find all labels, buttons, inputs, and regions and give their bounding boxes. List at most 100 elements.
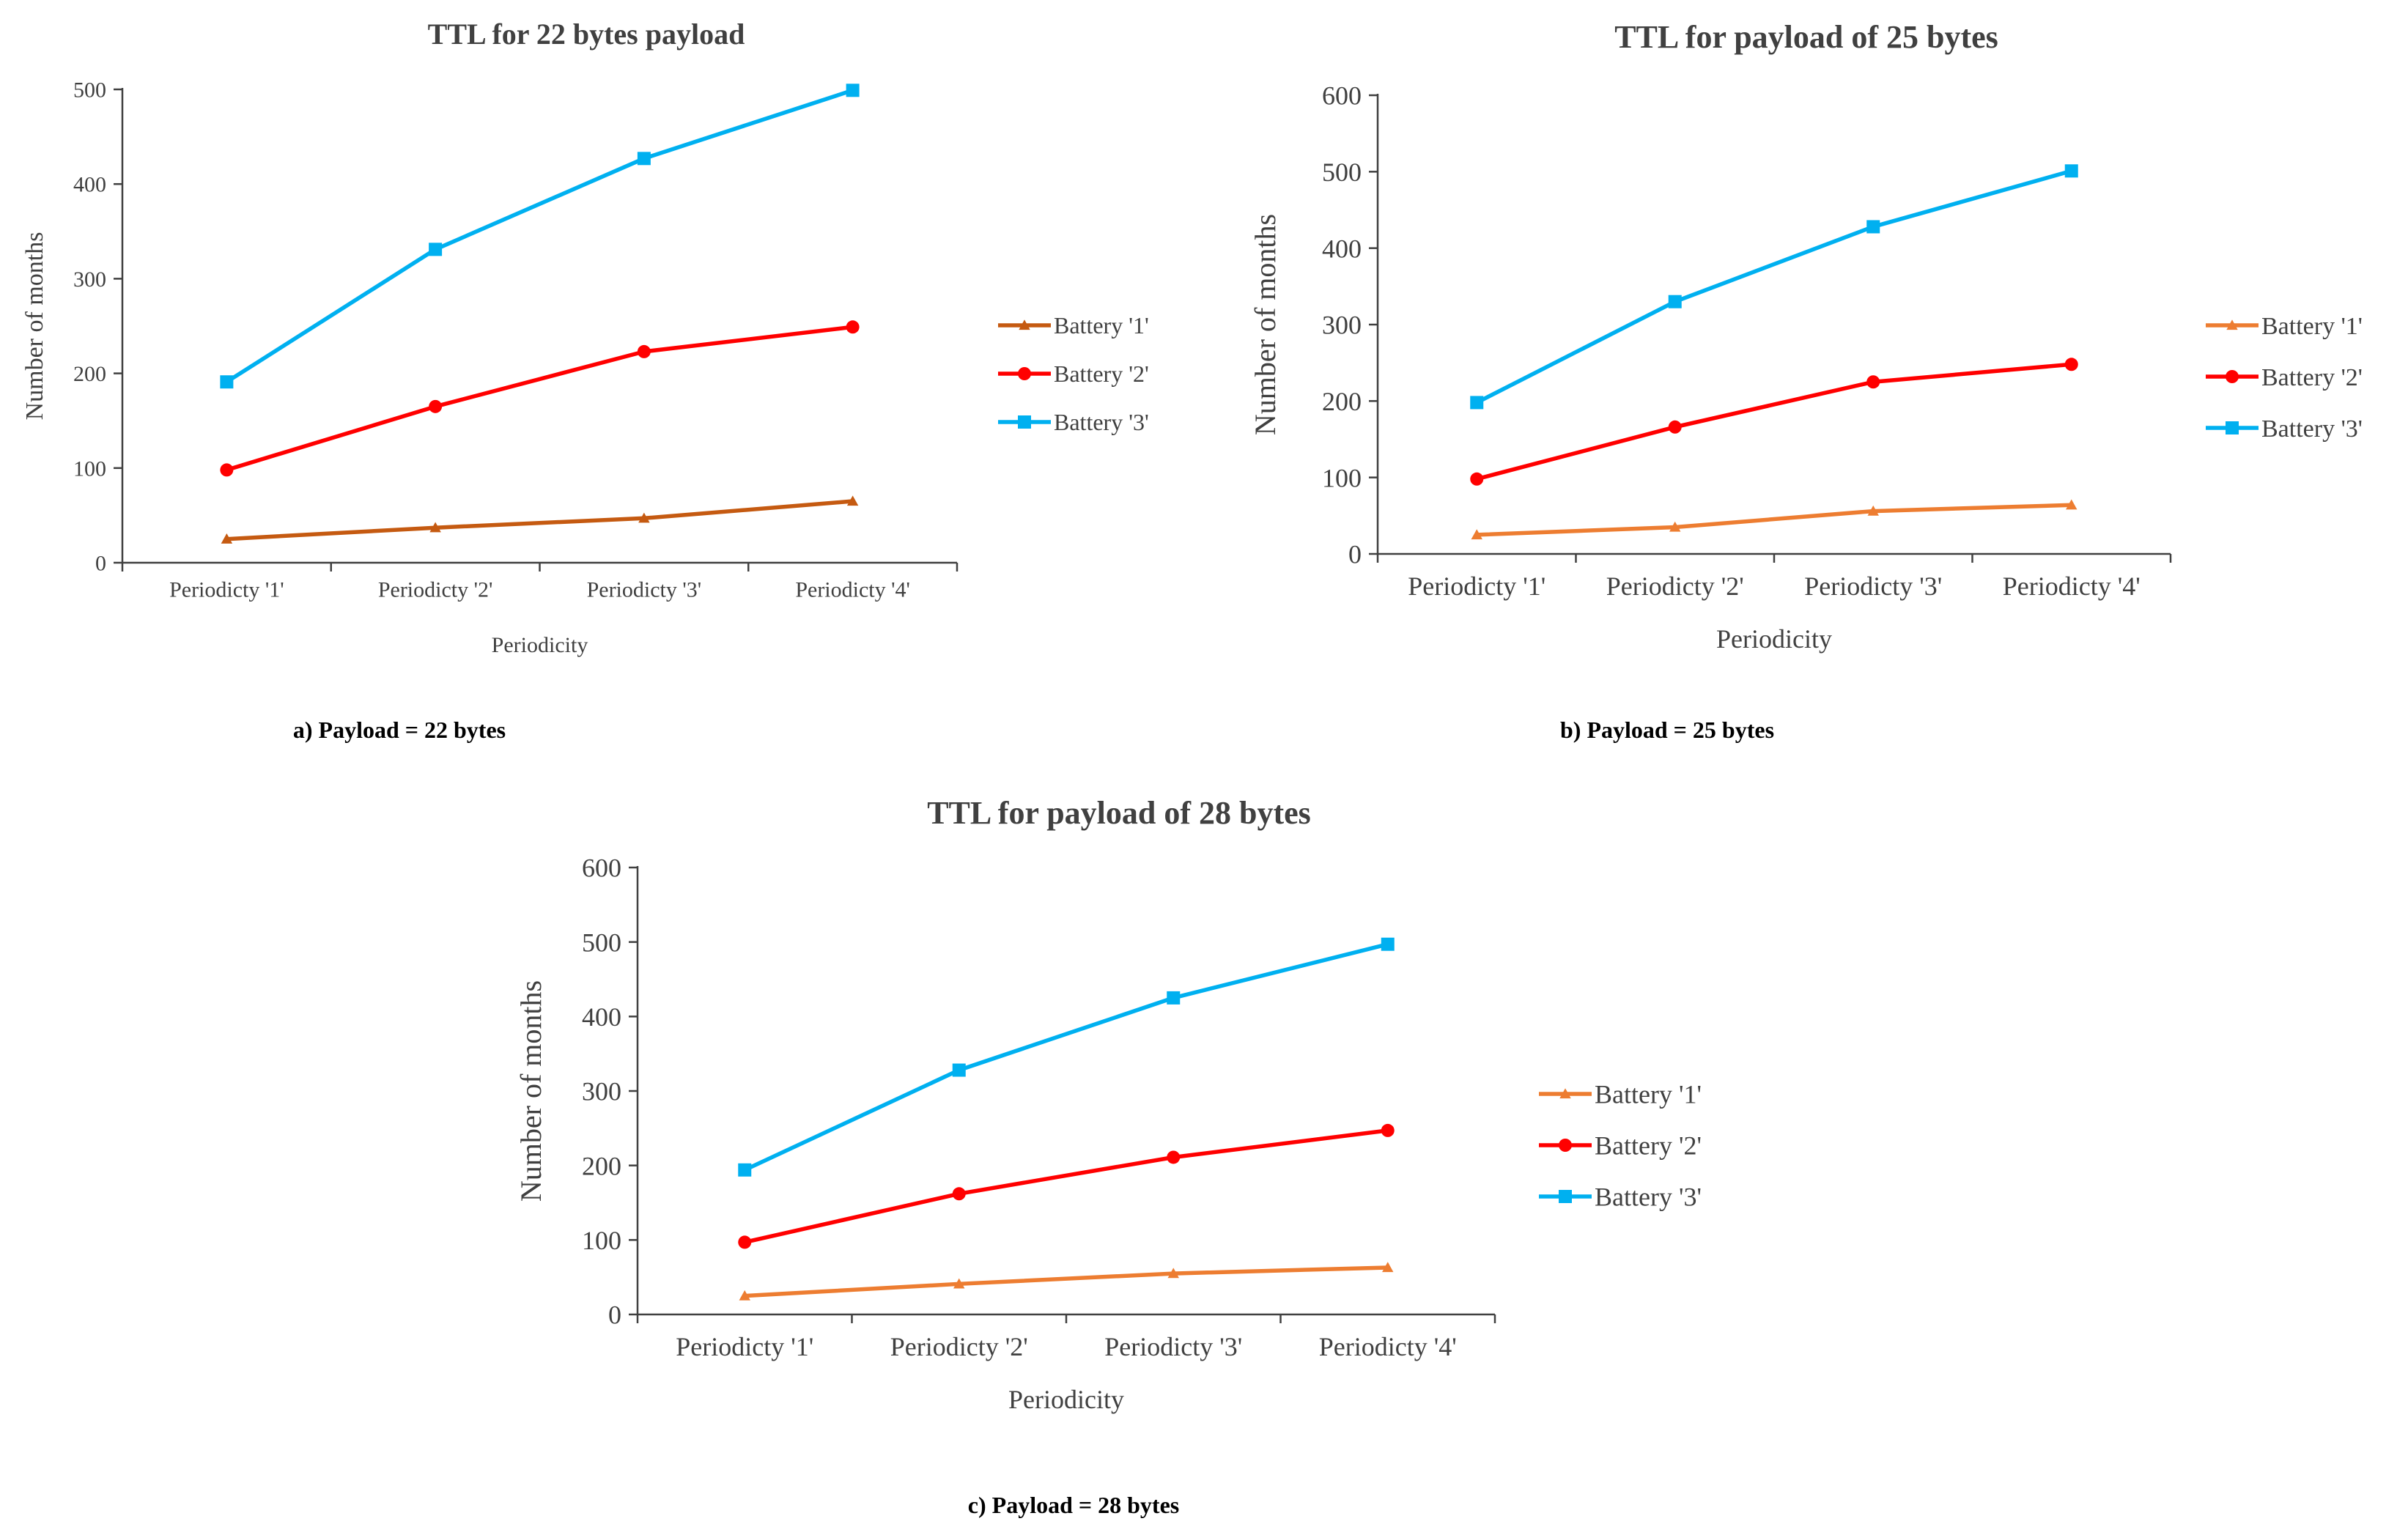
data-point-battery-3 (220, 375, 234, 389)
series-line-battery-2 (744, 1128, 1389, 1245)
y-tick-label: 500 (73, 78, 106, 103)
x-axis-label: Periodicity (1716, 624, 1832, 654)
data-point-battery-2 (429, 399, 443, 413)
legend-label: Battery '2' (1054, 360, 1149, 387)
y-tick-label: 200 (582, 1151, 621, 1180)
data-point-battery-1 (1382, 1262, 1394, 1273)
data-point-battery-1 (1167, 1268, 1179, 1279)
series-line-battery-3 (1476, 169, 2072, 404)
legend-swatch-marker (1559, 1088, 1571, 1099)
data-point-battery-3 (846, 84, 860, 97)
y-tick-label: 300 (582, 1077, 621, 1106)
legend-label: Battery '1' (1595, 1080, 1702, 1109)
y-tick-label: 0 (1348, 540, 1362, 569)
panel-caption: c) Payload = 28 bytes (968, 1492, 1179, 1518)
data-point-battery-2 (738, 1235, 752, 1249)
y-tick-label: 300 (1322, 311, 1362, 340)
data-point-battery-3 (1167, 991, 1181, 1005)
data-point-battery-1 (429, 522, 441, 533)
series-line-battery-3 (225, 88, 854, 384)
data-point-battery-3 (1668, 295, 1682, 308)
y-tick-label: 400 (582, 1002, 621, 1032)
chart-panel-1: TTL for 22 bytes payload 0 100 200 300 400 500… (21, 18, 1149, 743)
legend-swatch-marker (2226, 319, 2238, 330)
data-point-battery-2 (637, 344, 651, 358)
legend-label: Battery '3' (1595, 1183, 1702, 1212)
data-point-battery-2 (1470, 472, 1484, 486)
legend-label: Battery '1' (2261, 313, 2363, 340)
data-point-battery-2 (1167, 1150, 1181, 1164)
legend-swatch-marker (1018, 367, 1031, 380)
x-tick-label: Periodicty '1' (676, 1332, 813, 1361)
x-tick-label: Periodicty '1' (1408, 572, 1545, 601)
data-point-battery-2 (1668, 420, 1682, 434)
data-point-battery-2 (220, 463, 234, 477)
x-tick-label: Periodicty '3' (1804, 572, 1942, 601)
data-point-battery-2 (1381, 1123, 1395, 1137)
data-point-battery-2 (1866, 375, 1880, 389)
y-tick-label: 600 (582, 854, 621, 883)
y-tick-label: 100 (1322, 463, 1362, 492)
data-point-battery-2 (952, 1187, 966, 1201)
series-line-battery-1 (1477, 503, 2072, 537)
x-tick-label: Periodicty '4' (1319, 1332, 1457, 1361)
data-point-battery-3 (1866, 220, 1880, 234)
chart-panel-2: TTL for payload of 25 bytes 0 100 200 300 400… (1249, 19, 2363, 743)
data-point-battery-3 (738, 1163, 752, 1177)
chart-panel-3: TTL for payload of 28 bytes 0 100 200 300 400… (514, 795, 1702, 1518)
legend-label: Battery '3' (1054, 409, 1149, 435)
y-axis-label: Number of months (514, 980, 547, 1202)
chart-title: TTL for payload of 28 bytes (927, 795, 1311, 831)
data-point-battery-3 (637, 152, 651, 166)
x-tick-label: Periodicty '3' (587, 578, 702, 602)
x-tick-label: Periodicty '4' (2003, 572, 2141, 601)
legend-swatch-marker (1559, 1139, 1572, 1152)
series-line-battery-2 (1476, 362, 2072, 481)
y-tick-label: 0 (608, 1301, 621, 1330)
y-tick-label: 400 (1322, 234, 1362, 263)
x-tick-label: Periodicty '3' (1104, 1332, 1242, 1361)
data-point-battery-2 (846, 320, 860, 334)
data-point-battery-3 (2064, 164, 2078, 178)
data-point-battery-1 (846, 495, 859, 506)
y-tick-label: 500 (1322, 158, 1362, 187)
data-point-battery-2 (2064, 358, 2078, 371)
y-tick-label: 500 (582, 928, 621, 957)
panel-caption: a) Payload = 22 bytes (293, 717, 506, 743)
series-line-battery-3 (744, 942, 1389, 1172)
series-line-battery-1 (745, 1265, 1388, 1298)
legend-swatch-marker (1018, 415, 1031, 429)
y-axis-label: Number of months (21, 232, 48, 421)
data-point-battery-1 (1867, 505, 1879, 516)
y-axis-label: Number of months (1249, 214, 1282, 435)
legend-label: Battery '1' (1054, 312, 1149, 339)
data-point-battery-1 (1669, 521, 1681, 532)
chart-title: TTL for 22 bytes payload (428, 18, 745, 51)
y-tick-label: 300 (73, 267, 106, 292)
y-tick-label: 0 (95, 552, 106, 576)
x-tick-label: Periodicty '4' (795, 578, 910, 602)
y-tick-label: 600 (1322, 81, 1362, 111)
y-tick-label: 200 (73, 362, 106, 386)
x-tick-label: Periodicty '2' (378, 578, 493, 602)
legend-label: Battery '2' (2261, 364, 2363, 391)
chart-title: TTL for payload of 25 bytes (1614, 19, 1998, 55)
x-tick-label: Periodicty '2' (890, 1332, 1028, 1361)
x-tick-label: Periodicty '2' (1606, 572, 1744, 601)
x-tick-label: Periodicty '1' (169, 578, 284, 602)
series-line-battery-2 (226, 325, 853, 473)
legend-label: Battery '3' (2261, 415, 2363, 443)
data-point-battery-1 (638, 512, 650, 523)
y-tick-label: 400 (73, 173, 106, 197)
data-point-battery-3 (429, 243, 443, 256)
y-tick-label: 100 (582, 1226, 621, 1255)
data-point-battery-1 (1471, 529, 1482, 540)
legend-swatch-marker (2226, 421, 2239, 434)
legend-label: Battery '2' (1595, 1131, 1702, 1161)
legend-swatch-marker (1019, 319, 1030, 330)
panel-caption: b) Payload = 25 bytes (1560, 717, 1774, 743)
legend-swatch-marker (2226, 370, 2239, 383)
series-line-battery-1 (226, 499, 853, 541)
data-point-battery-3 (952, 1063, 966, 1077)
data-point-battery-1 (221, 533, 233, 544)
